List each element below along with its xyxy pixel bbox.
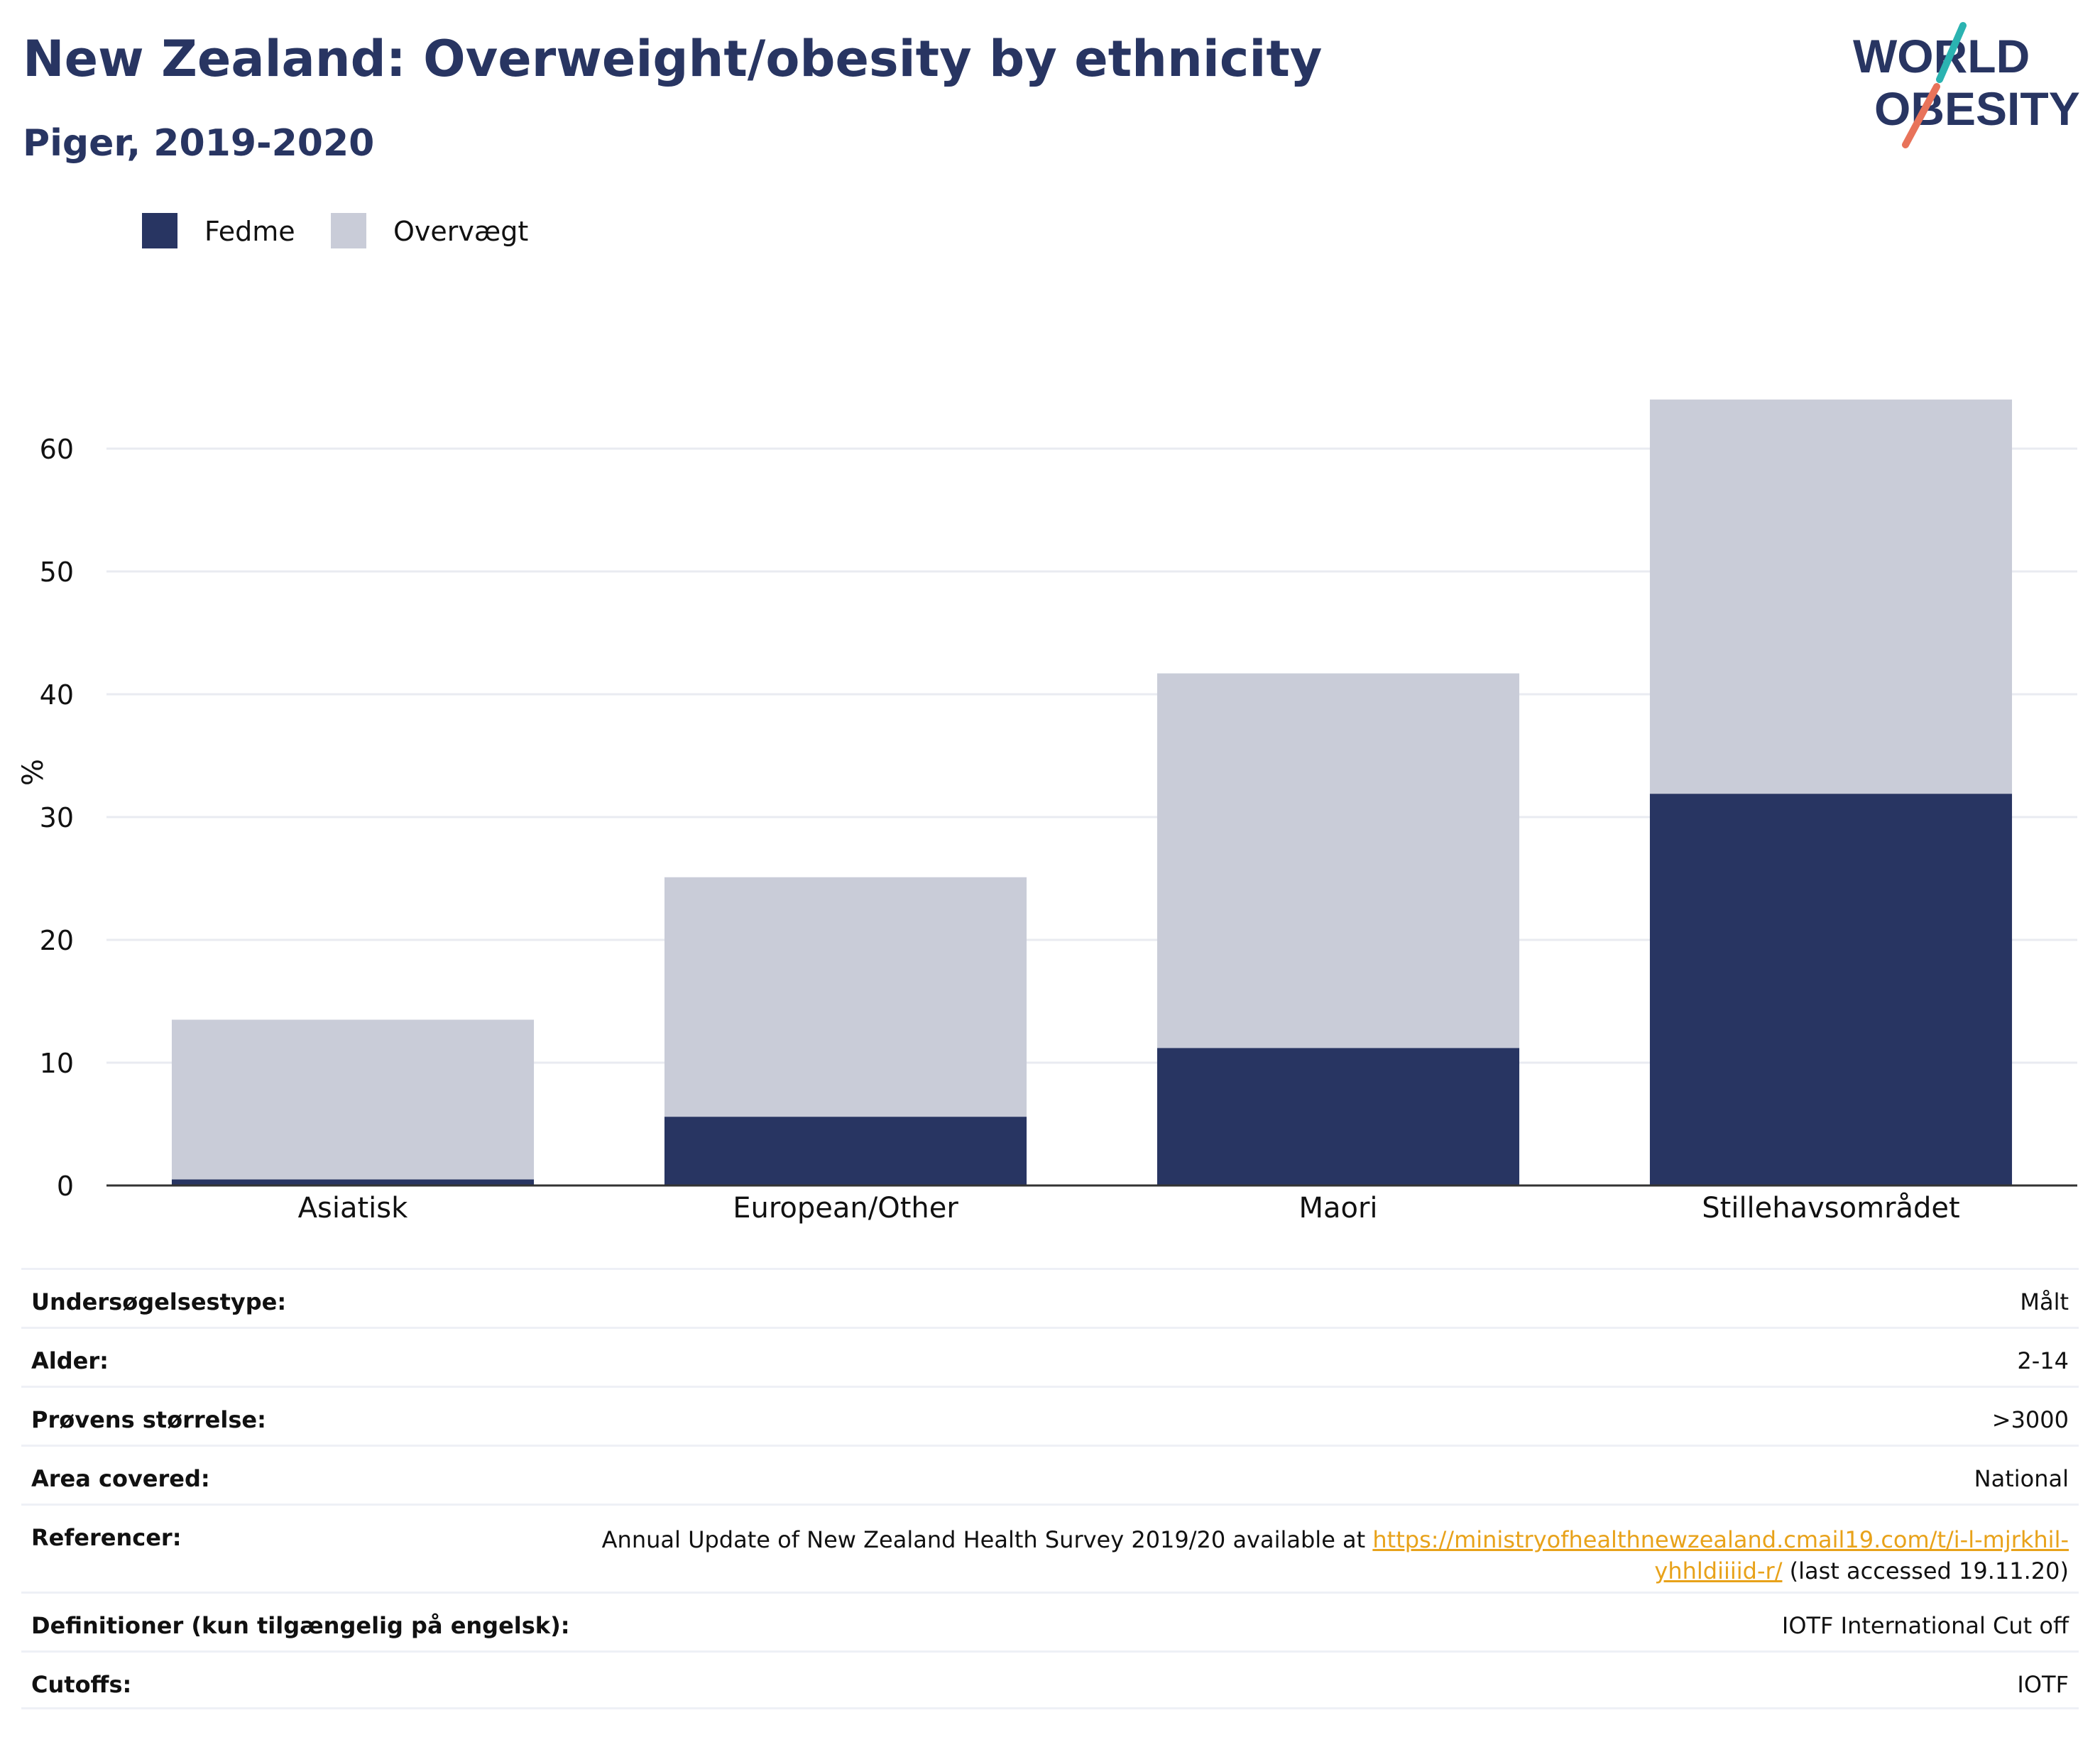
metadata-value: National (1974, 1465, 2069, 1492)
metadata-row: Cutoffs: IOTF (21, 1650, 2079, 1709)
logo-slash-coral (1902, 83, 1940, 148)
legend-label-overvaegt: Overvægt (393, 216, 528, 247)
logo-text-obesity: OBESITY (1874, 82, 2080, 135)
reference-link[interactable]: https://ministryofhealthnewzealand.cmail… (1372, 1526, 2069, 1553)
metadata-row: Prøvens størrelse: >3000 (21, 1386, 2079, 1445)
y-tick-label: 30 (40, 802, 74, 833)
logo-slash-teal (1936, 22, 1967, 83)
bar-overvaegt-1 (664, 877, 1027, 1117)
metadata-key: Alder: (31, 1347, 109, 1374)
x-tick-label: Maori (1298, 1192, 1377, 1225)
x-tick-label: Stillehavsområdet (1702, 1192, 1959, 1225)
metadata-value: IOTF International Cut off (1781, 1612, 2069, 1639)
legend-swatch-overvaegt (331, 213, 366, 248)
metadata-value: IOTF (2017, 1671, 2069, 1698)
metadata-row: Definitioner (kun tilgængelig på engelsk… (21, 1592, 2079, 1650)
legend-swatch-fedme (142, 213, 177, 248)
metadata-key: Prøvens størrelse: (31, 1406, 266, 1433)
y-tick-label: 0 (57, 1171, 74, 1202)
bar-fedme-0 (171, 1179, 535, 1185)
metadata-value: 2-14 (2017, 1347, 2069, 1374)
metadata-value: Annual Update of New Zealand Health Surv… (601, 1526, 2069, 1584)
bar-fedme-2 (1156, 1048, 1520, 1185)
bar-fedme-3 (1649, 794, 2013, 1185)
page-title: New Zealand: Overweight/obesity by ethni… (23, 30, 1323, 88)
bar-overvaegt-2 (1156, 673, 1520, 1048)
y-tick-label: 10 (40, 1048, 74, 1079)
metadata-key: Cutoffs: (31, 1671, 132, 1698)
metadata-row: Referencer: Annual Update of New Zealand … (21, 1504, 2079, 1592)
world-obesity-logo: WORLD OBESITY (1853, 22, 2080, 148)
metadata-key: Definitioner (kun tilgængelig på engelsk… (31, 1612, 570, 1639)
page-subtitle: Piger, 2019-2020 (23, 122, 375, 165)
y-axis-label: % (17, 759, 50, 786)
bar-overvaegt-0 (171, 1019, 535, 1180)
bar-fedme-1 (664, 1117, 1027, 1185)
metadata-table: Undersøgelsestype: Målt Alder: 2-14 Prøvens … (21, 1268, 2079, 1709)
metadata-value: Målt (2020, 1288, 2069, 1315)
y-tick-label: 20 (40, 925, 74, 956)
metadata-row: Undersøgelsestype: Målt (21, 1268, 2079, 1327)
bar-overvaegt-3 (1649, 399, 2013, 794)
metadata-row: Alder: 2-14 (21, 1327, 2079, 1386)
y-tick-label: 40 (40, 679, 74, 711)
metadata-key: Referencer: (31, 1524, 182, 1551)
metadata-value: >3000 (1991, 1406, 2069, 1433)
stacked-bar-chart: Fedme Overvægt 0 10 20 30 40 50 60 Asiatisk Eur… (17, 213, 2077, 1225)
metadata-row: Area covered: National (21, 1445, 2079, 1504)
x-tick-label: European/Other (733, 1192, 958, 1225)
y-tick-label: 50 (40, 557, 74, 588)
x-tick-label: Asiatisk (298, 1192, 408, 1225)
legend-label-fedme: Fedme (204, 216, 295, 247)
reference-link-cont[interactable]: yhhldiiiid-r/ (1654, 1557, 1783, 1584)
y-tick-label: 60 (40, 434, 74, 465)
metadata-key: Undersøgelsestype: (31, 1288, 287, 1315)
legend: Fedme Overvægt (142, 213, 528, 248)
metadata-key: Area covered: (31, 1465, 210, 1492)
